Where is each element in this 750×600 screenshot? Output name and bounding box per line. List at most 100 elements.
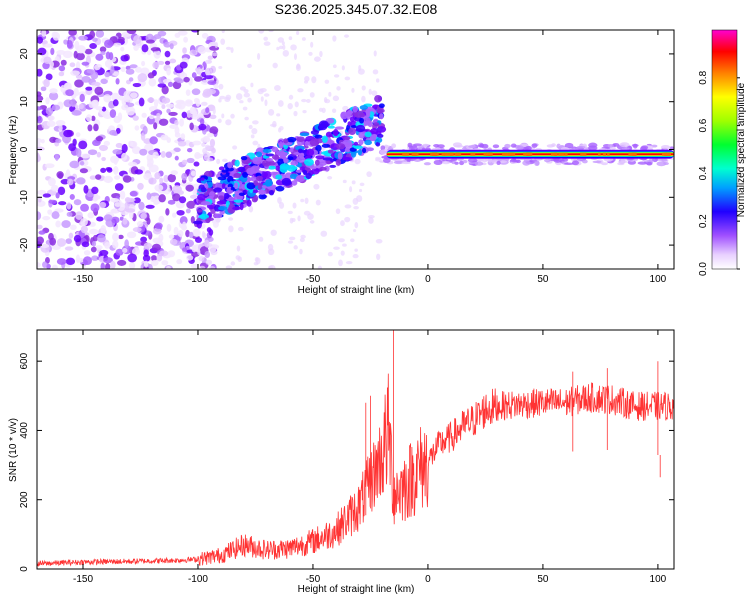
spectrogram-carrier-halo — [582, 159, 588, 164]
spectrogram-faint-blob — [210, 42, 218, 47]
spectrogram-ramp-blob — [359, 117, 365, 124]
spectrogram-carrier-halo — [462, 159, 468, 164]
spectrogram-noise-blob — [37, 153, 40, 162]
spectrogram-ramp-blob — [321, 135, 328, 143]
spectrogram-carrier-peak — [450, 152, 454, 156]
spectrogram-noise-blob — [149, 114, 155, 120]
spectrogram-noise-blob — [85, 86, 93, 91]
spectrogram-faint-blob — [235, 255, 241, 260]
spectrogram-carrier-peak — [489, 152, 493, 156]
spectrogram-noise-blob — [104, 39, 114, 49]
spectrogram-faint-blob — [324, 79, 330, 84]
spectrogram-carrier-halo — [646, 161, 653, 166]
spectrogram-ramp-blob — [299, 132, 310, 137]
spectrogram-ramp-blob — [265, 157, 273, 162]
spectrogram-faint-blob — [344, 76, 351, 81]
spectrogram-noise-blob — [212, 220, 219, 228]
spectrogram-y-tick-label: -10 — [19, 190, 30, 205]
spectrogram-ramp-blob — [287, 164, 297, 172]
spectrogram-noise-blob — [111, 240, 119, 249]
spectrogram-noise-blob — [191, 244, 197, 253]
spectrogram-carrier-peak — [523, 152, 530, 156]
spectrogram-faint-blob — [361, 85, 366, 91]
spectrogram-ramp-blob — [221, 169, 228, 173]
spectrogram-noise-blob — [58, 124, 63, 133]
spectrogram-noise-blob — [101, 106, 107, 112]
spectrogram-faint-blob — [278, 45, 284, 50]
spectrogram-ramp-blob — [230, 187, 235, 191]
spectrogram-carrier-halo — [487, 157, 493, 163]
spectrogram-faint-blob — [296, 30, 300, 35]
spectrogram-faint-blob — [333, 246, 340, 250]
spectrogram-noise-blob — [73, 199, 82, 206]
spectrogram-noise-blob — [76, 177, 86, 185]
spectrogram-faint-blob — [247, 97, 252, 103]
spectrogram-noise-blob — [113, 42, 122, 47]
spectrogram-noise-blob — [188, 231, 194, 239]
spectrogram-noise-blob — [54, 153, 59, 161]
spectrogram-carrier-halo — [619, 142, 630, 148]
spectrogram-noise-blob — [191, 72, 197, 79]
spectrogram-noise-blob — [105, 51, 111, 60]
spectrogram-faint-blob — [230, 261, 236, 266]
spectrogram-faint-blob — [287, 102, 293, 110]
spectrogram-faint-blob — [290, 44, 297, 51]
spectrogram-ramp-blob — [332, 129, 339, 137]
spectrogram-noise-blob — [141, 44, 149, 53]
spectrogram-noise-blob — [169, 238, 178, 246]
spectrogram-noise-blob — [199, 118, 205, 126]
spectrogram-ramp-blob — [373, 122, 380, 127]
spectrogram-ramp-blob — [310, 130, 320, 135]
spectrogram-noise-blob — [167, 81, 174, 88]
spectrogram-faint-blob — [315, 199, 321, 206]
spectrogram-noise-blob — [103, 113, 112, 119]
spectrogram-noise-blob — [110, 260, 116, 269]
spectrogram-noise-blob — [152, 151, 159, 159]
spectrogram-noise-blob — [167, 250, 176, 258]
spectrogram-noise-blob — [103, 175, 113, 184]
spectrogram-faint-blob — [344, 204, 352, 209]
spectrogram-noise-blob — [189, 122, 194, 131]
spectrogram-noise-blob — [65, 89, 75, 97]
spectrogram-noise-blob — [166, 108, 171, 114]
spectrogram-noise-blob — [166, 223, 172, 232]
spectrogram-noise-blob — [95, 174, 102, 180]
spectrogram-faint-blob — [277, 100, 284, 107]
spectrogram-noise-blob — [37, 224, 43, 230]
spectrogram-noise-blob — [190, 263, 199, 269]
spectrogram-faint-blob — [221, 113, 225, 119]
spectrogram-noise-blob — [103, 257, 113, 264]
spectrogram-noise-blob — [141, 112, 147, 118]
spectrogram-noise-blob — [209, 114, 217, 120]
spectrogram-noise-blob — [133, 45, 139, 51]
spectrogram-faint-blob — [244, 116, 249, 121]
spectrogram-noise-blob — [204, 250, 210, 258]
spectrogram-noise-blob — [165, 208, 170, 216]
spectrogram-x-tick-label: 0 — [425, 274, 431, 285]
spectrogram-ramp-blob — [227, 161, 233, 169]
spectrogram-carrier-halo — [433, 159, 443, 166]
spectrogram-faint-blob — [368, 217, 374, 224]
spectrogram-noise-blob — [43, 56, 52, 64]
spectrogram-noise-blob — [37, 95, 44, 102]
spectrogram-noise-blob — [142, 125, 148, 135]
spectrogram-ramp-blob — [279, 151, 288, 156]
spectrogram-faint-blob — [338, 259, 343, 267]
spectrogram-noise-blob — [80, 203, 90, 212]
spectrogram-faint-blob — [282, 44, 286, 50]
spectrogram-faint-blob — [201, 101, 208, 106]
spectrogram-ramp-blob — [327, 125, 335, 129]
snr-y-tick-label: 400 — [19, 422, 30, 439]
spectrogram-faint-blob — [375, 238, 383, 244]
spectrogram-noise-blob — [170, 170, 178, 176]
spectrogram-noise-blob — [68, 232, 74, 239]
spectrogram-ramp-blob — [344, 136, 351, 141]
spectrogram-ramp-blob — [376, 108, 385, 114]
spectrogram-noise-blob — [66, 202, 72, 210]
spectrogram-noise-blob — [179, 118, 185, 127]
spectrogram-noise-blob — [88, 228, 99, 235]
spectrogram-noise-blob — [176, 79, 184, 84]
snr-y-tick-label: 0 — [19, 566, 30, 572]
spectrogram-noise-blob — [68, 143, 76, 152]
snr-frame — [36, 329, 675, 570]
